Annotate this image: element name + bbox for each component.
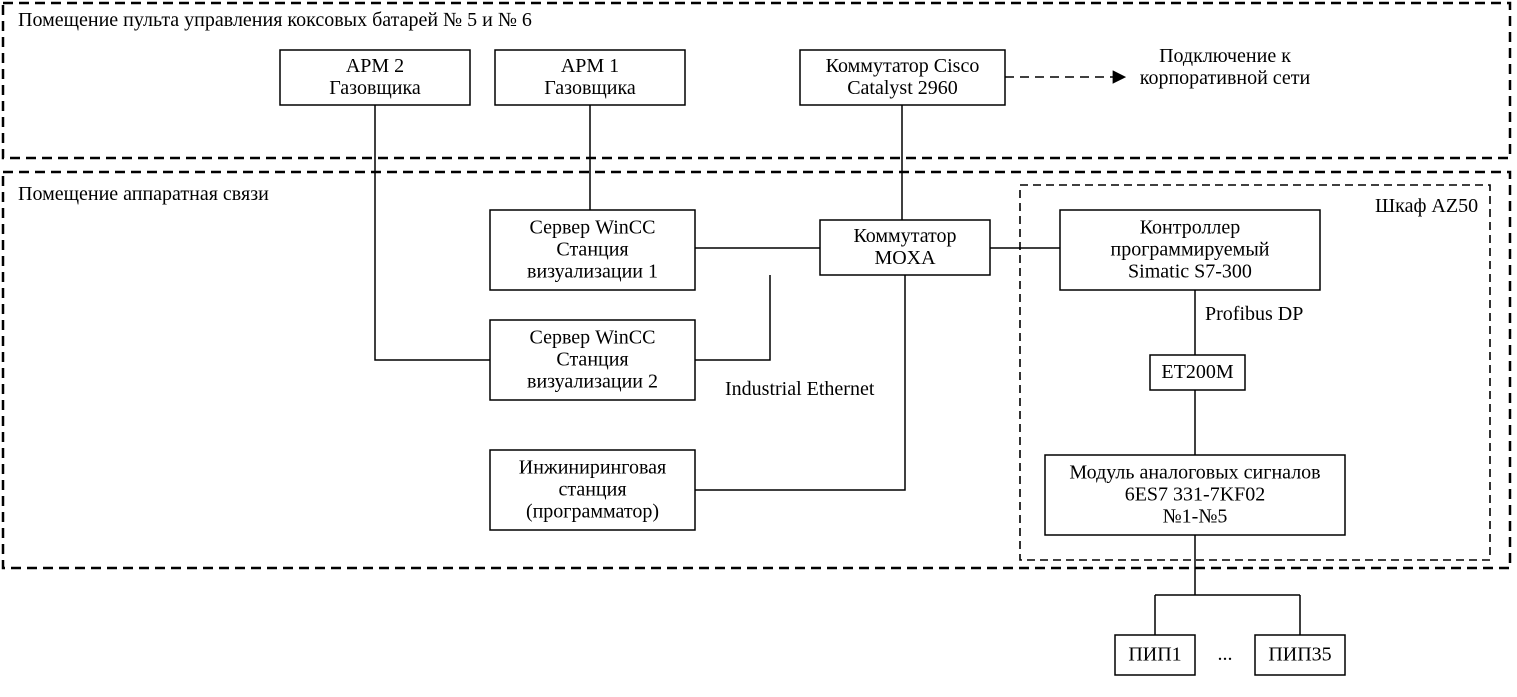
connector (375, 105, 490, 360)
free-label-indeth: Industrial Ethernet (725, 378, 875, 400)
node-label: ET200M (1161, 361, 1233, 383)
node-label: ПИП1 (1128, 644, 1181, 666)
zone-title: Помещение пульта управления коксовых бат… (18, 9, 532, 31)
zone-title: Помещение аппаратная связи (18, 183, 269, 205)
node-label: ПИП35 (1268, 644, 1331, 666)
connector (695, 275, 770, 360)
free-label-corp: Подключение ккорпоративной сети (1140, 45, 1311, 89)
free-label-dots: ... (1218, 643, 1233, 665)
node-label: Коммутатор CiscoCatalyst 2960 (826, 55, 980, 99)
zone-title: Шкаф AZ50 (1375, 195, 1478, 217)
free-label-profi: Profibus DP (1205, 303, 1303, 325)
